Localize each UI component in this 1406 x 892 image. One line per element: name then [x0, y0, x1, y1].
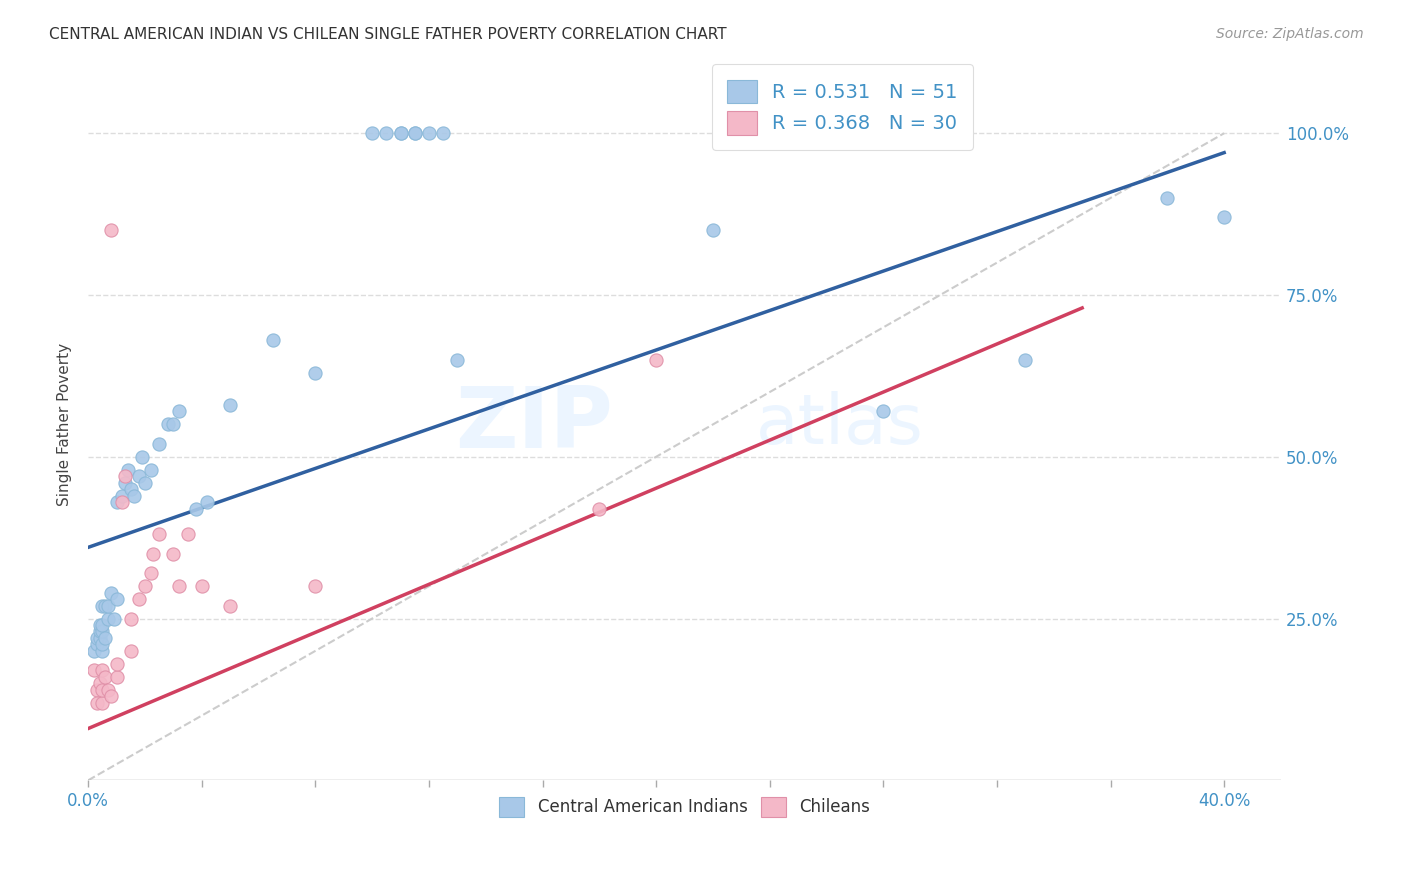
Point: [91, 599, 114, 613]
Point: [91, 696, 114, 710]
Point: [94, 670, 117, 684]
Point: [91, 682, 114, 697]
Point: [139, 566, 162, 581]
Text: Source: ZipAtlas.com: Source: ZipAtlas.com: [1216, 27, 1364, 41]
Point: [91, 618, 114, 632]
Point: [105, 657, 128, 671]
Point: [120, 644, 142, 658]
Point: [702, 223, 724, 237]
Point: [103, 611, 125, 625]
Point: [114, 475, 136, 490]
Point: [100, 585, 122, 599]
Point: [89, 618, 111, 632]
Point: [148, 527, 170, 541]
Point: [134, 475, 156, 490]
Point: [219, 398, 242, 412]
Point: [89, 631, 111, 645]
Point: [139, 463, 162, 477]
Point: [176, 527, 198, 541]
Point: [122, 489, 145, 503]
Point: [1014, 352, 1036, 367]
Point: [83, 663, 105, 677]
Point: [389, 126, 412, 140]
Point: [432, 126, 454, 140]
Point: [404, 126, 426, 140]
Point: [89, 624, 111, 639]
Point: [89, 676, 111, 690]
Point: [197, 495, 219, 509]
Point: [142, 547, 165, 561]
Point: [148, 437, 170, 451]
Point: [91, 624, 114, 639]
Point: [184, 501, 207, 516]
Text: ZIP: ZIP: [456, 383, 613, 466]
Point: [156, 417, 179, 432]
Legend: Central American Indians, Chileans: Central American Indians, Chileans: [491, 789, 879, 825]
Point: [105, 495, 128, 509]
Point: [120, 611, 142, 625]
Point: [1156, 191, 1178, 205]
Point: [128, 469, 150, 483]
Text: CENTRAL AMERICAN INDIAN VS CHILEAN SINGLE FATHER POVERTY CORRELATION CHART: CENTRAL AMERICAN INDIAN VS CHILEAN SINGL…: [49, 27, 727, 42]
Point: [361, 126, 384, 140]
Point: [167, 404, 190, 418]
Point: [120, 482, 142, 496]
Point: [114, 469, 136, 483]
Y-axis label: Single Father Poverty: Single Father Poverty: [58, 343, 72, 506]
Point: [128, 592, 150, 607]
Point: [91, 637, 114, 651]
Point: [167, 579, 190, 593]
Point: [1213, 211, 1236, 225]
Point: [645, 352, 668, 367]
Point: [105, 670, 128, 684]
Point: [97, 599, 120, 613]
Point: [404, 126, 426, 140]
Point: [94, 599, 117, 613]
Point: [91, 644, 114, 658]
Point: [418, 126, 440, 140]
Point: [83, 644, 105, 658]
Point: [162, 417, 184, 432]
Point: [97, 611, 120, 625]
Point: [375, 126, 398, 140]
Point: [111, 489, 134, 503]
Point: [446, 352, 468, 367]
Point: [134, 579, 156, 593]
Point: [588, 501, 610, 516]
Point: [86, 631, 108, 645]
Text: atlas: atlas: [756, 391, 924, 458]
Point: [100, 223, 122, 237]
Point: [105, 592, 128, 607]
Point: [86, 696, 108, 710]
Point: [219, 599, 242, 613]
Point: [86, 637, 108, 651]
Point: [91, 663, 114, 677]
Point: [304, 366, 326, 380]
Point: [162, 547, 184, 561]
Point: [97, 682, 120, 697]
Point: [190, 579, 212, 593]
Point: [262, 333, 284, 347]
Point: [86, 682, 108, 697]
Point: [389, 126, 412, 140]
Point: [94, 631, 117, 645]
Point: [111, 495, 134, 509]
Point: [131, 450, 153, 464]
Point: [872, 404, 894, 418]
Point: [117, 463, 139, 477]
Point: [304, 579, 326, 593]
Point: [100, 689, 122, 703]
